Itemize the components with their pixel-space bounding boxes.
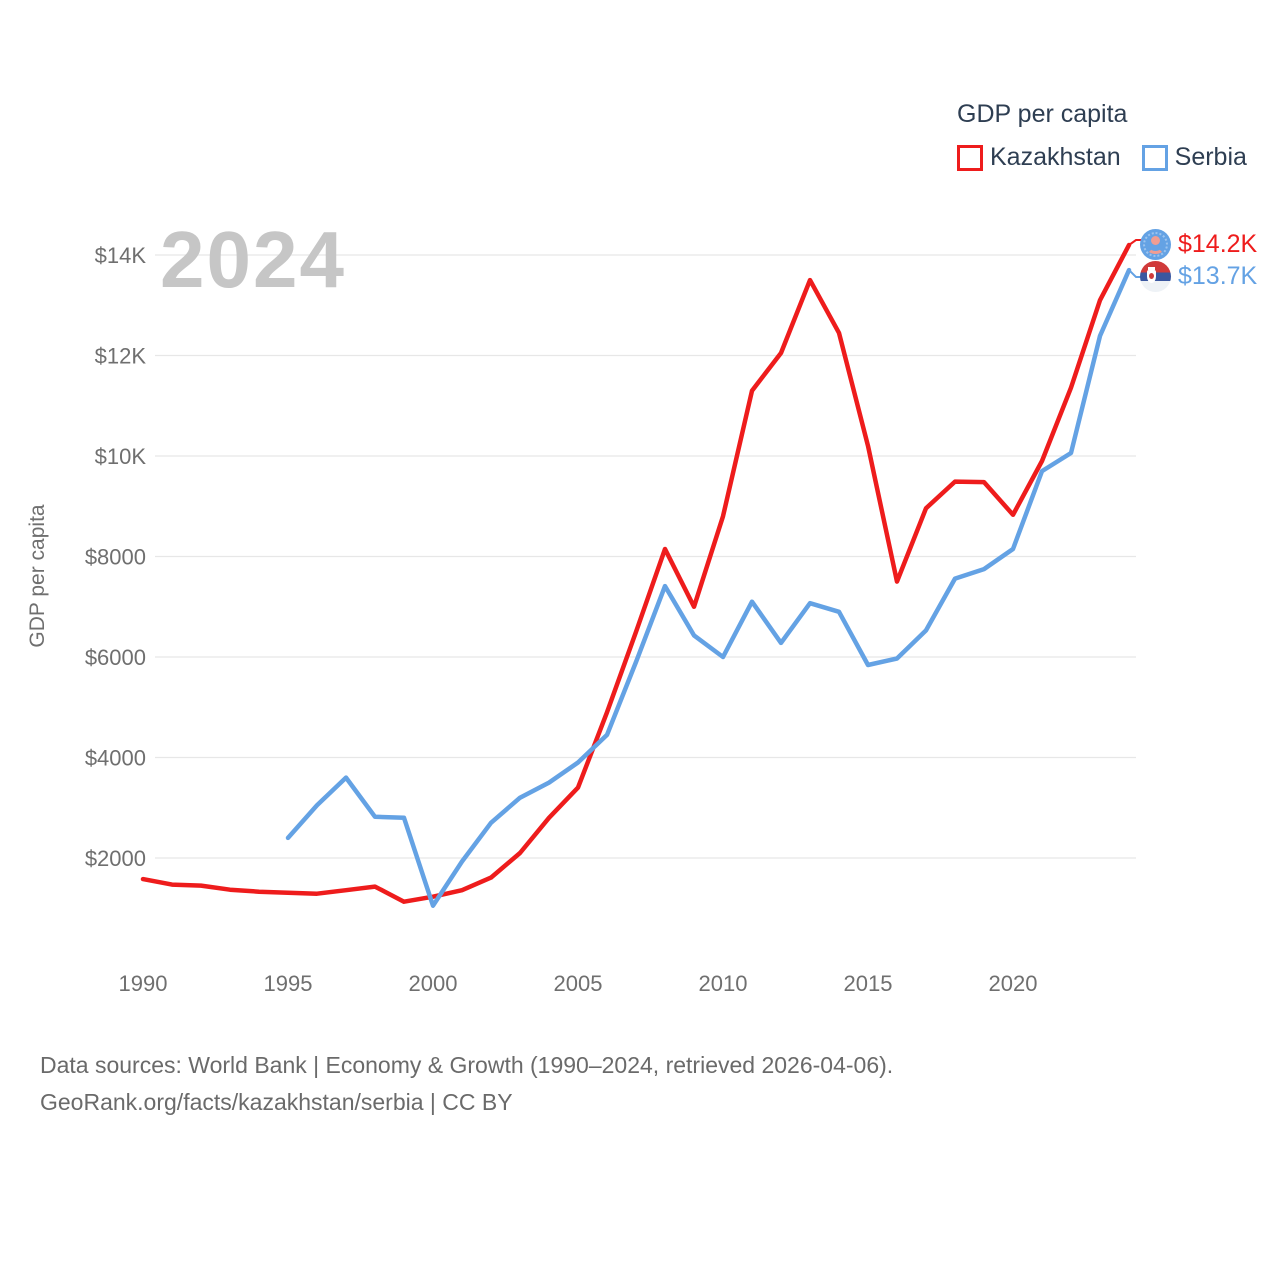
series-line-kazakhstan (140, 242, 1132, 904)
end-value-kazakhstan: $14.2K (1178, 230, 1258, 258)
legend-item-serbia[interactable]: Serbia (1141, 143, 1247, 172)
x-tick-label: 2015 (844, 971, 893, 996)
serbia-swatch-icon (1141, 144, 1168, 171)
footer-attribution-line: GeoRank.org/facts/kazakhstan/serbia | CC… (40, 1089, 513, 1115)
series-line-serbia (285, 267, 1132, 908)
kazakhstan-swatch-icon (957, 144, 983, 171)
serbia-flag-crest (1147, 267, 1156, 283)
end-label-kazakhstan: $14.2K (1140, 229, 1257, 260)
legend-label-kazakhstan: Kazakhstan (990, 143, 1121, 171)
y-tick-label: $14K (95, 243, 147, 268)
kazakhstan-flag-sun (1151, 236, 1160, 245)
footer-sources-line: Data sources: World Bank | Economy & Gro… (40, 1052, 894, 1078)
y-axis-tick-labels: $2000 $4000 $6000 $8000 $10K $12K $14K (85, 243, 147, 871)
kazakhstan-flag-eagle (1147, 242, 1164, 254)
legend: GDP per capita Kazakhstan Serbia (957, 100, 1247, 172)
legend-label-serbia: Serbia (1174, 143, 1247, 171)
y-tick-label: $8000 (85, 545, 146, 570)
series-lines-layer (140, 242, 1132, 908)
serbia-flag-icon (1140, 261, 1171, 292)
x-tick-label: 1995 (264, 971, 313, 996)
legend-items: Kazakhstan Serbia (957, 143, 1247, 172)
x-tick-label: 2005 (554, 971, 603, 996)
gridlines-layer (155, 254, 1136, 859)
footer: Data sources: World Bank | Economy & Gro… (40, 1047, 893, 1121)
legend-title: GDP per capita (957, 100, 1128, 128)
y-tick-label: $12K (95, 344, 147, 369)
end-value-serbia: $13.7K (1178, 262, 1258, 290)
y-tick-label: $6000 (85, 645, 146, 670)
year-watermark: 2024 (160, 215, 346, 304)
y-tick-label: $10K (95, 444, 147, 469)
end-label-serbia: $13.7K (1140, 261, 1257, 292)
y-axis-title: GDP per capita (26, 504, 49, 648)
y-tick-label: $2000 (85, 846, 146, 871)
x-tick-label: 1990 (119, 971, 168, 996)
legend-item-kazakhstan[interactable]: Kazakhstan (957, 143, 1121, 172)
x-tick-label: 2000 (409, 971, 458, 996)
y-tick-label: $4000 (85, 746, 146, 771)
x-axis-tick-labels: 1990 1995 2000 2005 2010 2015 2020 (119, 971, 1038, 996)
x-tick-label: 2020 (989, 971, 1038, 996)
x-tick-label: 2010 (699, 971, 748, 996)
kazakhstan-flag-icon (1140, 229, 1171, 260)
